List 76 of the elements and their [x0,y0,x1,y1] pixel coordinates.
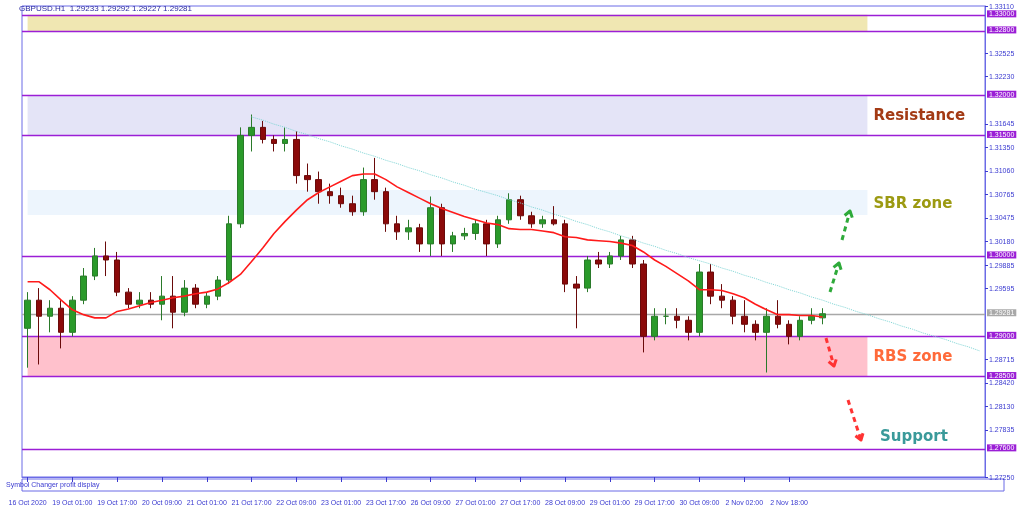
candlestick [136,291,143,309]
candlestick [472,219,479,241]
candlestick [215,275,221,301]
candlestick [450,231,456,253]
candlestick [775,299,781,329]
candlestick [517,195,524,221]
candlestick [405,219,412,241]
candlestick [282,126,288,152]
candlestick [741,299,748,333]
candlestick [92,247,98,281]
candlestick [651,307,658,341]
candlestick [618,235,624,261]
candlestick [763,307,770,374]
candlestick [248,114,255,152]
candlestick [271,134,277,152]
candlestick [226,215,232,285]
candlestick [181,279,188,317]
candlestick [125,287,132,309]
candlestick [383,187,389,233]
candlestick [260,120,266,144]
candlestick [439,203,445,257]
candlestick [114,251,120,297]
candlestick [528,211,535,229]
candlestick [204,291,210,309]
candlestick [461,227,468,241]
candlestick [170,275,176,329]
candlestick [315,171,322,205]
candlestick [80,267,87,305]
candlestick [394,215,400,241]
candlestick [338,187,344,209]
candlestick [707,263,714,305]
candlestick [584,255,591,293]
candlestick [752,319,759,341]
candlestick [69,295,76,337]
chart-title: GBPUSD.H1 1.29233 1.29292 1.29227 1.29281 [19,3,193,13]
candlestick [506,192,512,225]
candlestick [539,215,546,229]
candlestick [327,183,333,205]
candlestick [786,319,792,345]
candlestick [159,275,165,321]
candlestick [58,299,64,349]
candlestick [607,251,613,269]
candlestick [674,307,680,329]
candlestick [237,126,244,229]
candlestick [495,215,501,249]
candlestick [797,315,803,341]
candlestick [192,283,199,309]
candlestick [573,275,580,329]
candlestick [640,259,647,353]
candlestick [663,307,669,325]
candlestick [808,307,815,325]
band-label: Resistance [873,106,966,125]
line-series [26,173,824,319]
candlestick [24,291,31,369]
candlestick [36,287,42,365]
candlestick [416,223,423,253]
candlestick [730,295,736,325]
candlestick [360,167,367,217]
candlestick [685,315,692,341]
candlestick [696,263,703,337]
candlestick [371,157,378,201]
candlestick [551,205,557,226]
band-label: SBR zone [873,193,953,212]
candlestick [103,241,109,277]
candlestick [483,219,490,257]
candlestick [304,163,311,193]
candlestick [629,235,636,269]
candlestick [719,283,725,309]
candlestick [427,195,434,257]
candlestick [595,251,602,269]
candlestick [349,195,356,217]
candlestick [293,130,300,185]
candlestick [47,299,53,333]
band-label: RBS zone [873,347,953,366]
candlestick [562,219,568,293]
annotation: Support [880,426,948,445]
